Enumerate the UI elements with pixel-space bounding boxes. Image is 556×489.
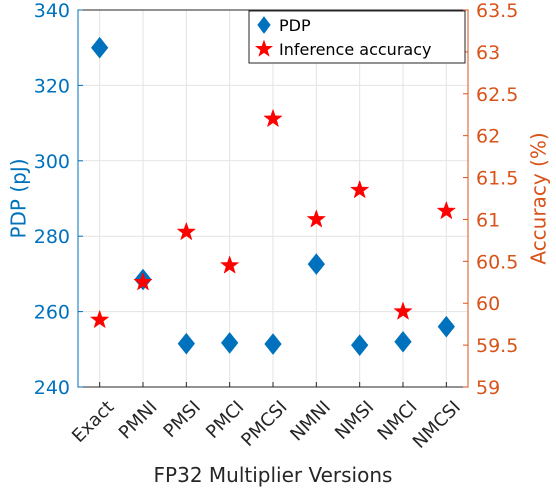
right-tick-label: 59 xyxy=(476,377,500,399)
y-axis-label-right: Accuracy (%) xyxy=(527,132,551,264)
legend-marker-accuracy xyxy=(254,39,274,57)
left-tick-label: 260 xyxy=(34,302,70,324)
left-tick-label: 320 xyxy=(34,75,70,97)
legend-label-pdp: PDP xyxy=(279,16,311,35)
x-tick-label: PMSI xyxy=(160,397,205,442)
right-tick-label: 62.5 xyxy=(476,84,518,106)
accuracy-point xyxy=(263,108,283,128)
legend-marker-pdp xyxy=(257,16,271,34)
grid xyxy=(78,10,468,387)
right-tick-label: 63.5 xyxy=(476,0,518,22)
accuracy-point xyxy=(393,301,413,320)
accuracy-point xyxy=(349,179,370,199)
right-tick-label: 60.5 xyxy=(476,251,518,273)
accuracy-point xyxy=(176,221,197,241)
pdp-point xyxy=(177,332,195,355)
pdp-point xyxy=(351,334,369,356)
accuracy-point xyxy=(219,255,240,274)
pdp-point xyxy=(221,332,239,354)
x-axis-label: FP32 Multiplier Versions xyxy=(154,463,393,487)
legend-box xyxy=(248,10,466,64)
pdp-point xyxy=(394,330,412,353)
right-tick-label: 63 xyxy=(476,42,500,64)
accuracy-point xyxy=(89,309,110,329)
right-tick-label: 61.5 xyxy=(476,168,518,190)
left-tick-label: 280 xyxy=(34,226,70,248)
x-tick-label: NMSI xyxy=(331,397,378,444)
legend: PDP Inference accuracy xyxy=(248,10,466,64)
accuracy-point xyxy=(436,200,457,220)
legend-diamond-icon xyxy=(257,16,271,34)
right-tick-label: 59.5 xyxy=(476,335,518,357)
right-y-axis: 59 59.5 60 60.5 61 61.5 62 62.5 63 63.5 xyxy=(463,0,518,399)
legend-star-icon xyxy=(254,39,274,57)
accuracy-point xyxy=(133,272,153,291)
left-tick-label: 300 xyxy=(34,151,70,173)
x-tick-label: PMNI xyxy=(115,397,162,444)
x-tick-label: PMCSI xyxy=(237,397,291,451)
x-tick-label: Exact xyxy=(68,397,118,447)
y-axis-label-left: PDP (pJ) xyxy=(7,158,31,238)
pdp-point xyxy=(91,36,109,59)
x-tick-label: NMNI xyxy=(286,397,335,446)
right-tick-label: 62 xyxy=(476,126,500,148)
data-marks xyxy=(89,36,457,356)
x-tick-label: NMCSI xyxy=(409,397,465,453)
left-tick-label: 340 xyxy=(34,0,70,22)
pdp-point xyxy=(264,333,282,355)
accuracy-point xyxy=(306,209,327,228)
pdp-point xyxy=(307,253,325,275)
left-tick-label: 240 xyxy=(34,377,70,399)
legend-label-accuracy: Inference accuracy xyxy=(279,40,431,59)
pdp-point xyxy=(437,315,455,338)
right-tick-label: 60 xyxy=(476,293,500,315)
right-tick-label: 61 xyxy=(476,209,500,231)
left-y-axis: 240 260 280 300 320 340 xyxy=(34,0,83,399)
